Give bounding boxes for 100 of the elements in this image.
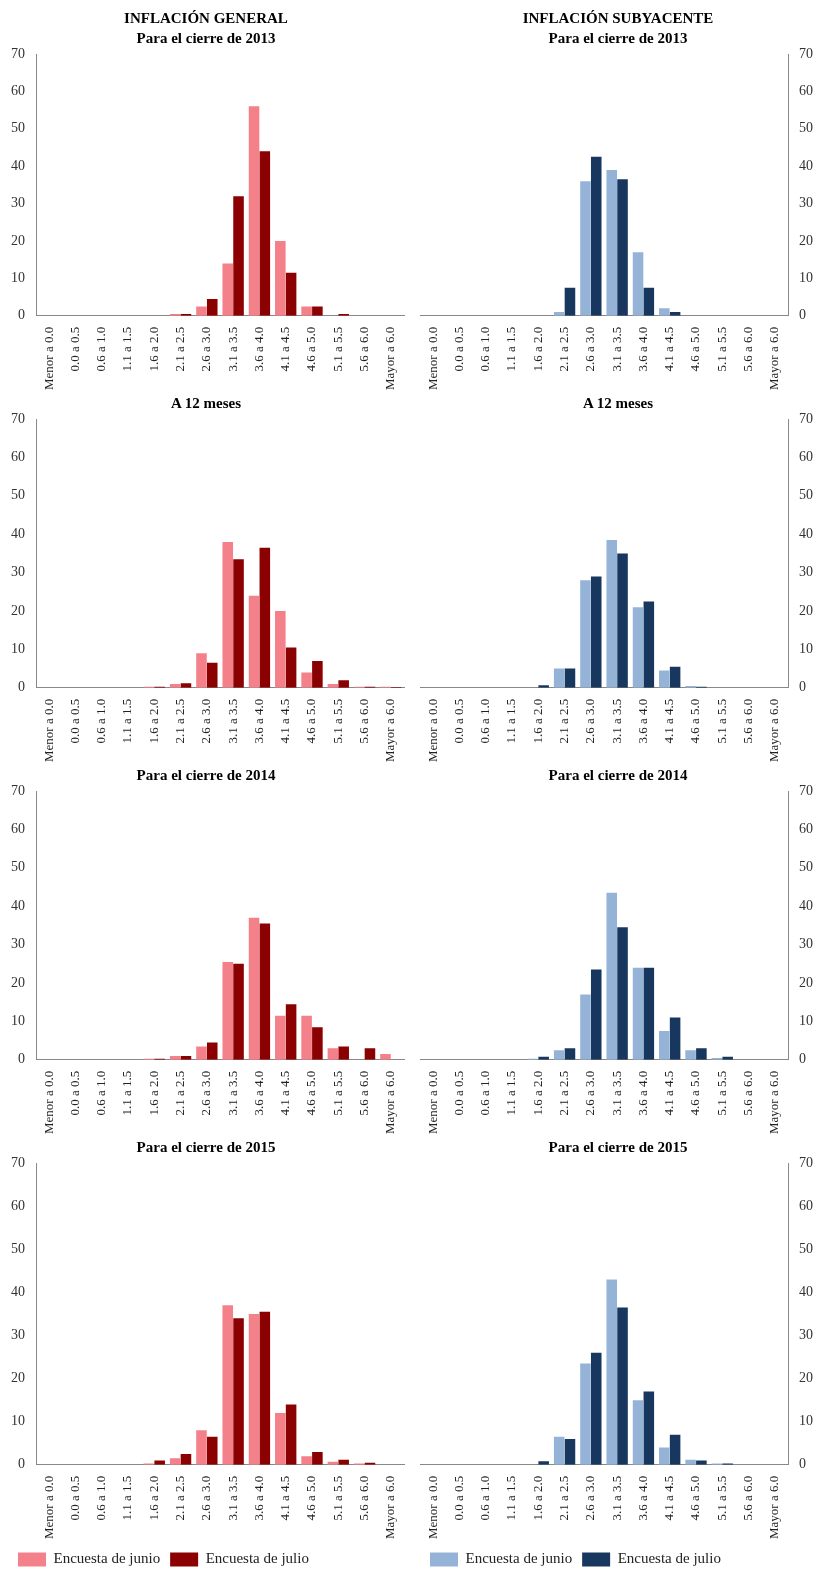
x-tick-label: 0.6 a 1.0 [477,1475,493,1521]
x-tick-label: 5.6 a 6.0 [739,1070,755,1116]
x-tick-label: Mayor a 6.0 [766,1070,782,1135]
x-tick-label: 5.1 a 5.5 [713,698,729,744]
y-tick-label: 60 [11,83,25,99]
x-tick-label: 3.6 a 4.0 [634,698,650,744]
y-tick-label: 10 [799,270,813,286]
bar [617,553,628,688]
x-tick-label: 3.6 a 4.0 [250,1475,266,1521]
bar [222,961,234,1060]
x-tick-label: 0.0 a 0.5 [450,698,466,744]
x-tick-label: 1.1 a 1.5 [119,698,135,744]
bar [643,287,655,316]
x-tick-label: 1.1 a 1.5 [119,1475,135,1521]
x-tick-label: 0.0 a 0.5 [66,326,82,372]
bar [285,1004,297,1060]
x-tick-label: 4.6 a 5.0 [303,1070,319,1116]
bar [327,1048,339,1060]
x-tick-label: 2.1 a 2.5 [171,1070,187,1116]
x-tick-label: 2.1 a 2.5 [555,1070,571,1116]
bar [364,1048,376,1060]
x-tick-label: 2.1 a 2.5 [171,698,187,744]
x-tick-label: 1.6 a 2.0 [529,326,545,372]
y-tick-label: 10 [11,270,25,286]
bar [259,1311,271,1465]
bar [669,666,681,688]
y-tick-label: 0 [18,1456,25,1472]
x-tick-label: 4.6 a 5.0 [303,326,319,372]
y-tick-label: 20 [799,974,813,990]
chart-subtitle: Para el cierre de 2013 [548,29,688,46]
legend-label: Encuesta de julio [205,1550,309,1567]
legend-label: Encuesta de junio [53,1550,161,1567]
x-tick-label: 0.6 a 1.0 [93,1070,109,1116]
x-tick-label: 5.6 a 6.0 [739,326,755,372]
bar [632,607,644,688]
y-tick-label: 60 [799,449,813,465]
x-tick-label: 2.1 a 2.5 [171,326,187,372]
bar [275,1015,286,1060]
bar [338,1046,349,1060]
y-tick-label: 40 [799,525,813,541]
x-tick-label: 3.1 a 3.5 [224,326,240,372]
x-tick-label: 2.6 a 3.0 [198,1475,214,1521]
y-tick-label: 30 [11,564,25,580]
legend-label: Encuesta de junio [465,1550,573,1567]
x-tick-label: 4.6 a 5.0 [687,1070,703,1116]
x-tick-label: 5.6 a 6.0 [355,698,371,744]
x-tick-label: 3.6 a 4.0 [634,326,650,372]
x-tick-label: 4.1 a 4.5 [661,1475,677,1521]
y-tick-label: 50 [799,120,813,136]
bar [301,672,312,688]
x-tick-label: 5.1 a 5.5 [329,698,345,744]
x-tick-label: 4.1 a 4.5 [661,326,677,372]
x-tick-label: Menor a 0.0 [40,1070,56,1135]
bar [259,547,271,688]
bar [606,169,618,316]
x-tick-label: 3.6 a 4.0 [250,698,266,744]
x-tick-label: 0.0 a 0.5 [66,1070,82,1116]
x-tick-label: 1.6 a 2.0 [529,1070,545,1116]
bar [196,306,207,316]
bar [580,181,591,316]
x-tick-label: Mayor a 6.0 [382,1475,398,1540]
bar [643,1391,655,1465]
x-tick-label: 0.6 a 1.0 [477,326,493,372]
y-tick-label: 40 [11,1284,25,1300]
bar [564,1438,576,1465]
bar [659,1031,670,1060]
x-tick-label: 0.6 a 1.0 [477,698,493,744]
x-tick-label: 4.1 a 4.5 [277,1475,293,1521]
x-tick-label: 1.1 a 1.5 [503,698,519,744]
bar [590,576,602,688]
y-tick-label: 50 [11,487,25,503]
bar [606,892,618,1060]
x-tick-label: 3.1 a 3.5 [608,1475,624,1521]
x-tick-label: Mayor a 6.0 [382,326,398,391]
y-tick-label: 60 [799,83,813,99]
bar [580,1363,591,1465]
x-tick-label: 2.1 a 2.5 [555,1475,571,1521]
bar [669,1434,681,1465]
x-tick-label: Mayor a 6.0 [766,1475,782,1540]
x-tick-label: 4.1 a 4.5 [277,326,293,372]
bar [285,647,297,688]
bar [617,179,628,316]
x-tick-label: Menor a 0.0 [424,326,440,391]
chart-title: A 12 meses [171,394,242,411]
y-tick-label: 20 [799,602,813,618]
bar [617,1307,628,1465]
y-tick-label: 50 [799,487,813,503]
y-tick-label: 40 [799,897,813,913]
y-tick-label: 60 [11,449,25,465]
y-tick-label: 40 [799,1284,813,1300]
bar [312,1451,323,1465]
x-tick-label: 5.6 a 6.0 [355,1475,371,1521]
x-tick-label: 2.6 a 3.0 [198,1070,214,1116]
x-tick-label: 4.6 a 5.0 [687,326,703,372]
y-tick-label: 20 [11,974,25,990]
x-tick-label: 2.6 a 3.0 [582,1475,598,1521]
x-tick-label: 3.6 a 4.0 [634,1475,650,1521]
bar [696,1048,707,1060]
x-tick-label: 2.6 a 3.0 [198,326,214,372]
y-tick-label: 60 [799,821,813,837]
